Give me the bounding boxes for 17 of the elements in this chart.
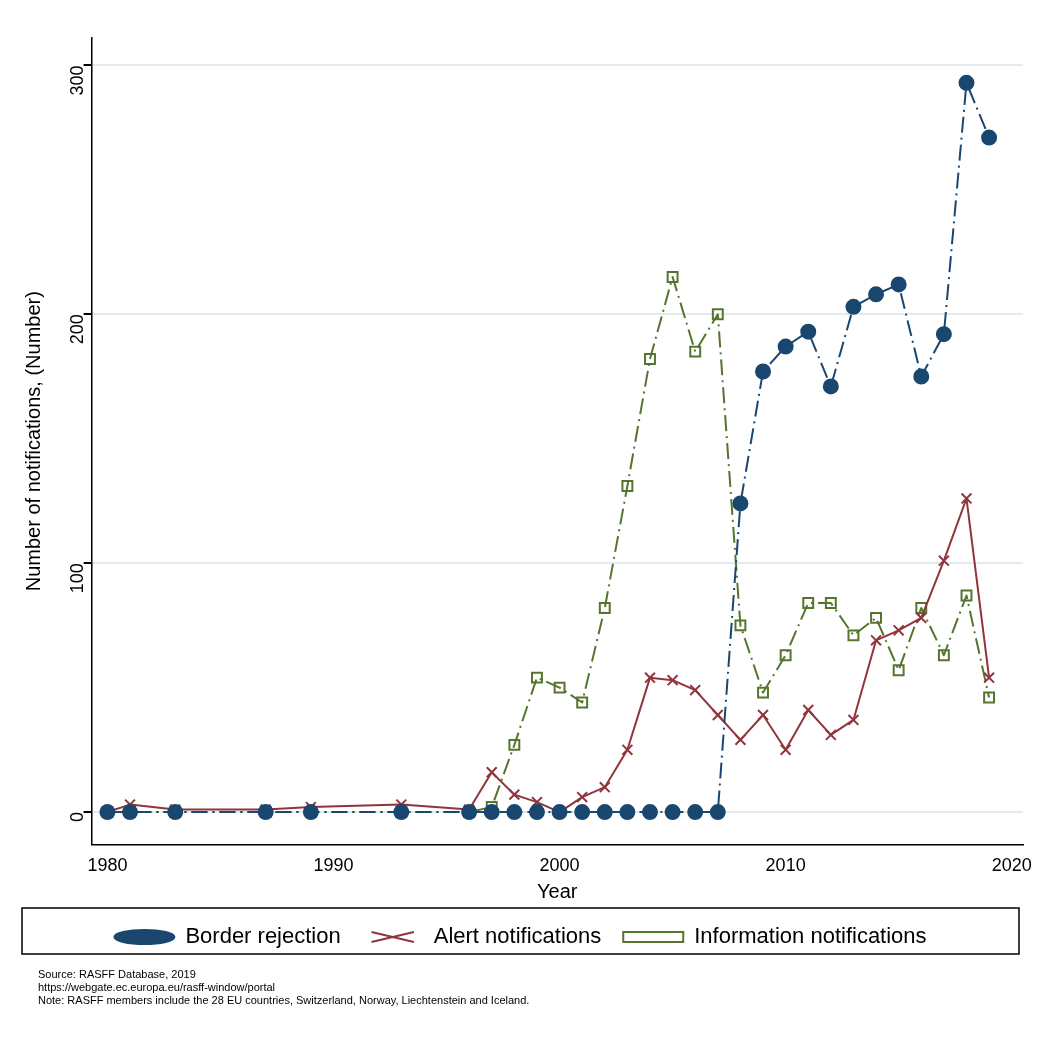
source-note: Source: RASFF Database, 2019 [38, 968, 197, 981]
legend-label: Alert notifications [433, 923, 602, 949]
y-axis-title: Number of notifications, (Number) [21, 291, 44, 592]
y-tick-label: 100 [66, 563, 87, 594]
x-tick-label: 2020 [991, 855, 1032, 876]
y-tick-label: 200 [66, 314, 87, 345]
x-tick-label: 2010 [765, 855, 806, 876]
legend-label: Border rejection [185, 923, 341, 949]
x-tick-label: 1980 [87, 855, 128, 876]
x-tick-label: 2000 [539, 855, 580, 876]
text: Note: RASFF members include the 28 EU countries, Switzerland, Norway, Liechtenstein and Iceland. [38, 994, 531, 1007]
y-tick-label: 300 [66, 65, 87, 96]
legend-label: Information notifications [694, 923, 927, 949]
text: https://webgate.ec.europa.eu/rasff-window/portal [38, 981, 277, 994]
x-axis-title: Year [537, 879, 578, 902]
x-tick-label: 1990 [313, 855, 354, 876]
y-tick-label: 0 [66, 812, 87, 823]
